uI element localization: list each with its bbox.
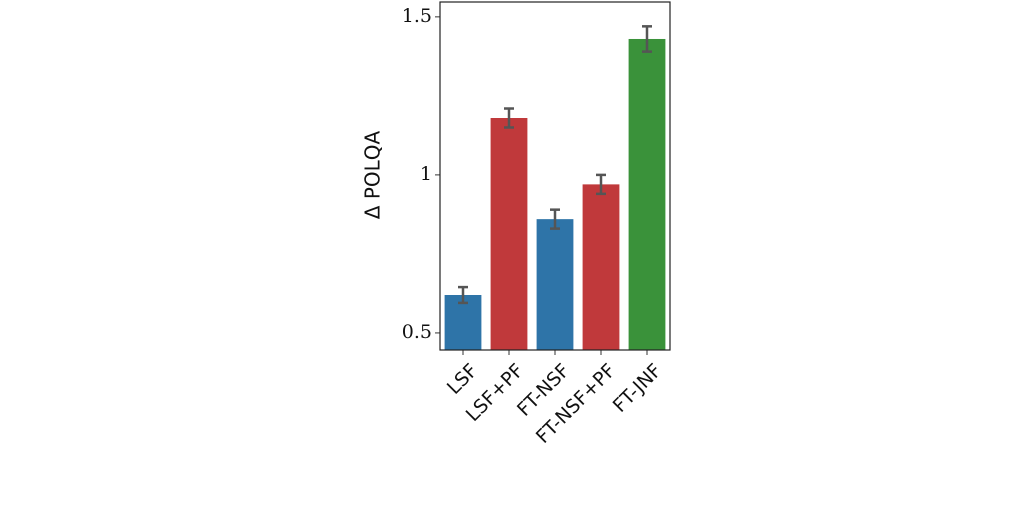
x-tick-label: LSF	[443, 360, 482, 399]
bar	[444, 295, 482, 350]
bar	[536, 219, 574, 350]
y-axis-label: Δ POLQA	[361, 130, 385, 219]
y-tick-label: 0.5	[402, 321, 432, 343]
y-tick-label: 1.5	[402, 5, 432, 27]
x-tick-label: FT-JNF	[609, 360, 666, 417]
y-tick-label: 1	[420, 163, 432, 185]
bar	[490, 118, 528, 350]
bar	[582, 184, 620, 350]
plot-frame	[439, 1, 671, 351]
bar	[628, 38, 666, 350]
